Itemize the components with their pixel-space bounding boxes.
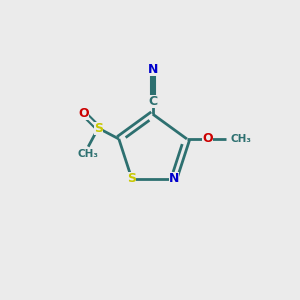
Text: O: O [202, 132, 213, 146]
Text: S: S [127, 172, 136, 185]
Text: N: N [148, 63, 158, 76]
Text: CH₃: CH₃ [230, 134, 251, 144]
Text: N: N [169, 172, 179, 185]
Text: CH₃: CH₃ [78, 149, 99, 159]
Text: O: O [78, 107, 89, 120]
Text: S: S [94, 122, 103, 135]
Text: C: C [148, 95, 158, 108]
